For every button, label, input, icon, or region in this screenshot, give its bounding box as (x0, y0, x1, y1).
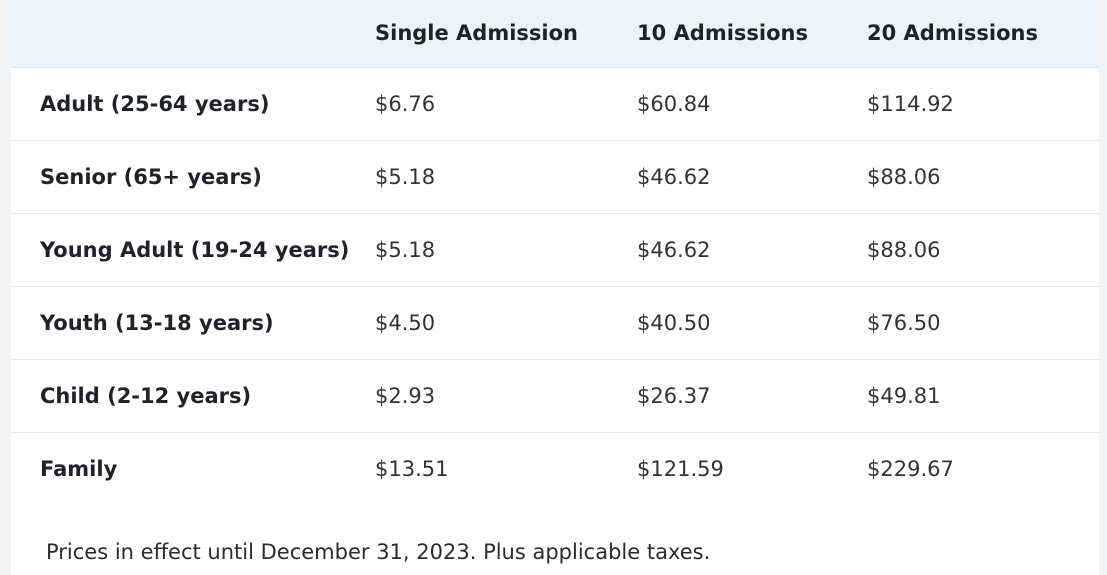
price-single: $13.51 (375, 456, 449, 481)
table-header: Single Admission 10 Admissions 20 Admiss… (11, 0, 1099, 68)
row-label: Family (40, 456, 118, 481)
table-row: Senior (65+ years) $5.18 $46.62 $88.06 (11, 140, 1099, 214)
price-20: $229.67 (867, 456, 954, 481)
price-20: $49.81 (867, 359, 1099, 433)
price-single: $6.76 (375, 67, 637, 141)
price-20: $88.06 (867, 140, 1099, 214)
table-row: Family $13.51 $121.59 $229.67 (11, 432, 1099, 505)
price-single: $2.93 (375, 359, 637, 433)
header-10-admissions: 10 Admissions (637, 0, 867, 68)
table-row: Child (2-12 years) $2.93 $26.37 $49.81 (11, 359, 1099, 433)
row-label: Senior (65+ years) (11, 140, 375, 214)
price-single: $5.18 (375, 213, 637, 287)
price-10: $46.62 (637, 140, 867, 214)
header-category (11, 0, 375, 68)
price-20: $88.06 (867, 213, 1099, 287)
price-10: $40.50 (637, 286, 867, 360)
price-10: $121.59 (637, 456, 724, 481)
table-row: Adult (25-64 years) $6.76 $60.84 $114.92 (11, 67, 1099, 141)
table-row: Young Adult (19-24 years) $5.18 $46.62 $… (11, 213, 1099, 287)
admission-price-table: Single Admission 10 Admissions 20 Admiss… (11, 0, 1099, 505)
price-10: $60.84 (637, 67, 867, 141)
price-20: $114.92 (867, 67, 1099, 141)
row-label: Adult (25-64 years) (11, 67, 375, 141)
table-body: Adult (25-64 years) $6.76 $60.84 $114.92… (11, 67, 1099, 505)
price-10: $26.37 (637, 359, 867, 433)
table-header-row: Single Admission 10 Admissions 20 Admiss… (11, 0, 1099, 68)
table-row: Youth (13-18 years) $4.50 $40.50 $76.50 (11, 286, 1099, 360)
price-note: Prices in effect until December 31, 2023… (46, 540, 711, 564)
price-10: $46.62 (637, 213, 867, 287)
row-label: Youth (13-18 years) (11, 286, 375, 360)
row-label: Young Adult (19-24 years) (11, 213, 375, 287)
pricing-card: Single Admission 10 Admissions 20 Admiss… (11, 0, 1099, 575)
price-single: $4.50 (375, 286, 637, 360)
header-single-admission: Single Admission (375, 0, 637, 68)
row-label: Child (2-12 years) (11, 359, 375, 433)
header-20-admissions: 20 Admissions (867, 0, 1099, 68)
price-20: $76.50 (867, 286, 1099, 360)
price-single: $5.18 (375, 140, 637, 214)
